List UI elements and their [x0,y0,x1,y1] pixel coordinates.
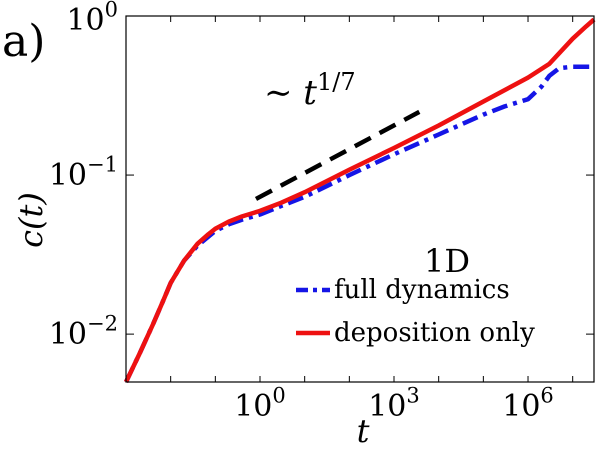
x-tick-label: 100 [234,384,286,425]
panel-label: a) [2,16,45,67]
power-law-annotation: ∼ t1/7 [254,68,421,201]
panel-1d-label: 1D [424,242,470,280]
x-tick-labels: 100 103 106 [234,384,554,425]
y-tick-label: 10−1 [49,153,118,194]
legend-label-2: deposition only [334,318,535,348]
legend: full dynamics deposition only [296,275,535,348]
legend-label-1: full dynamics [334,275,510,305]
slope-guide-line [254,109,421,201]
slope-annotation-label: ∼ t1/7 [264,68,356,113]
y-tick-labels: 10−2 10−1 100 [49,0,118,352]
y-tick-label: 100 [66,0,118,38]
plot-frame [125,15,595,383]
x-axis-label: t [357,412,370,450]
plot-lines [123,17,596,383]
y-axis-label: c(t) [12,192,50,248]
y-tick-label: 10−2 [49,312,118,353]
x-tick-label: 103 [368,384,420,425]
y-axis-label-text: c(t) [12,192,50,248]
x-tick-label: 106 [502,384,554,425]
series-line-2 [123,17,596,383]
